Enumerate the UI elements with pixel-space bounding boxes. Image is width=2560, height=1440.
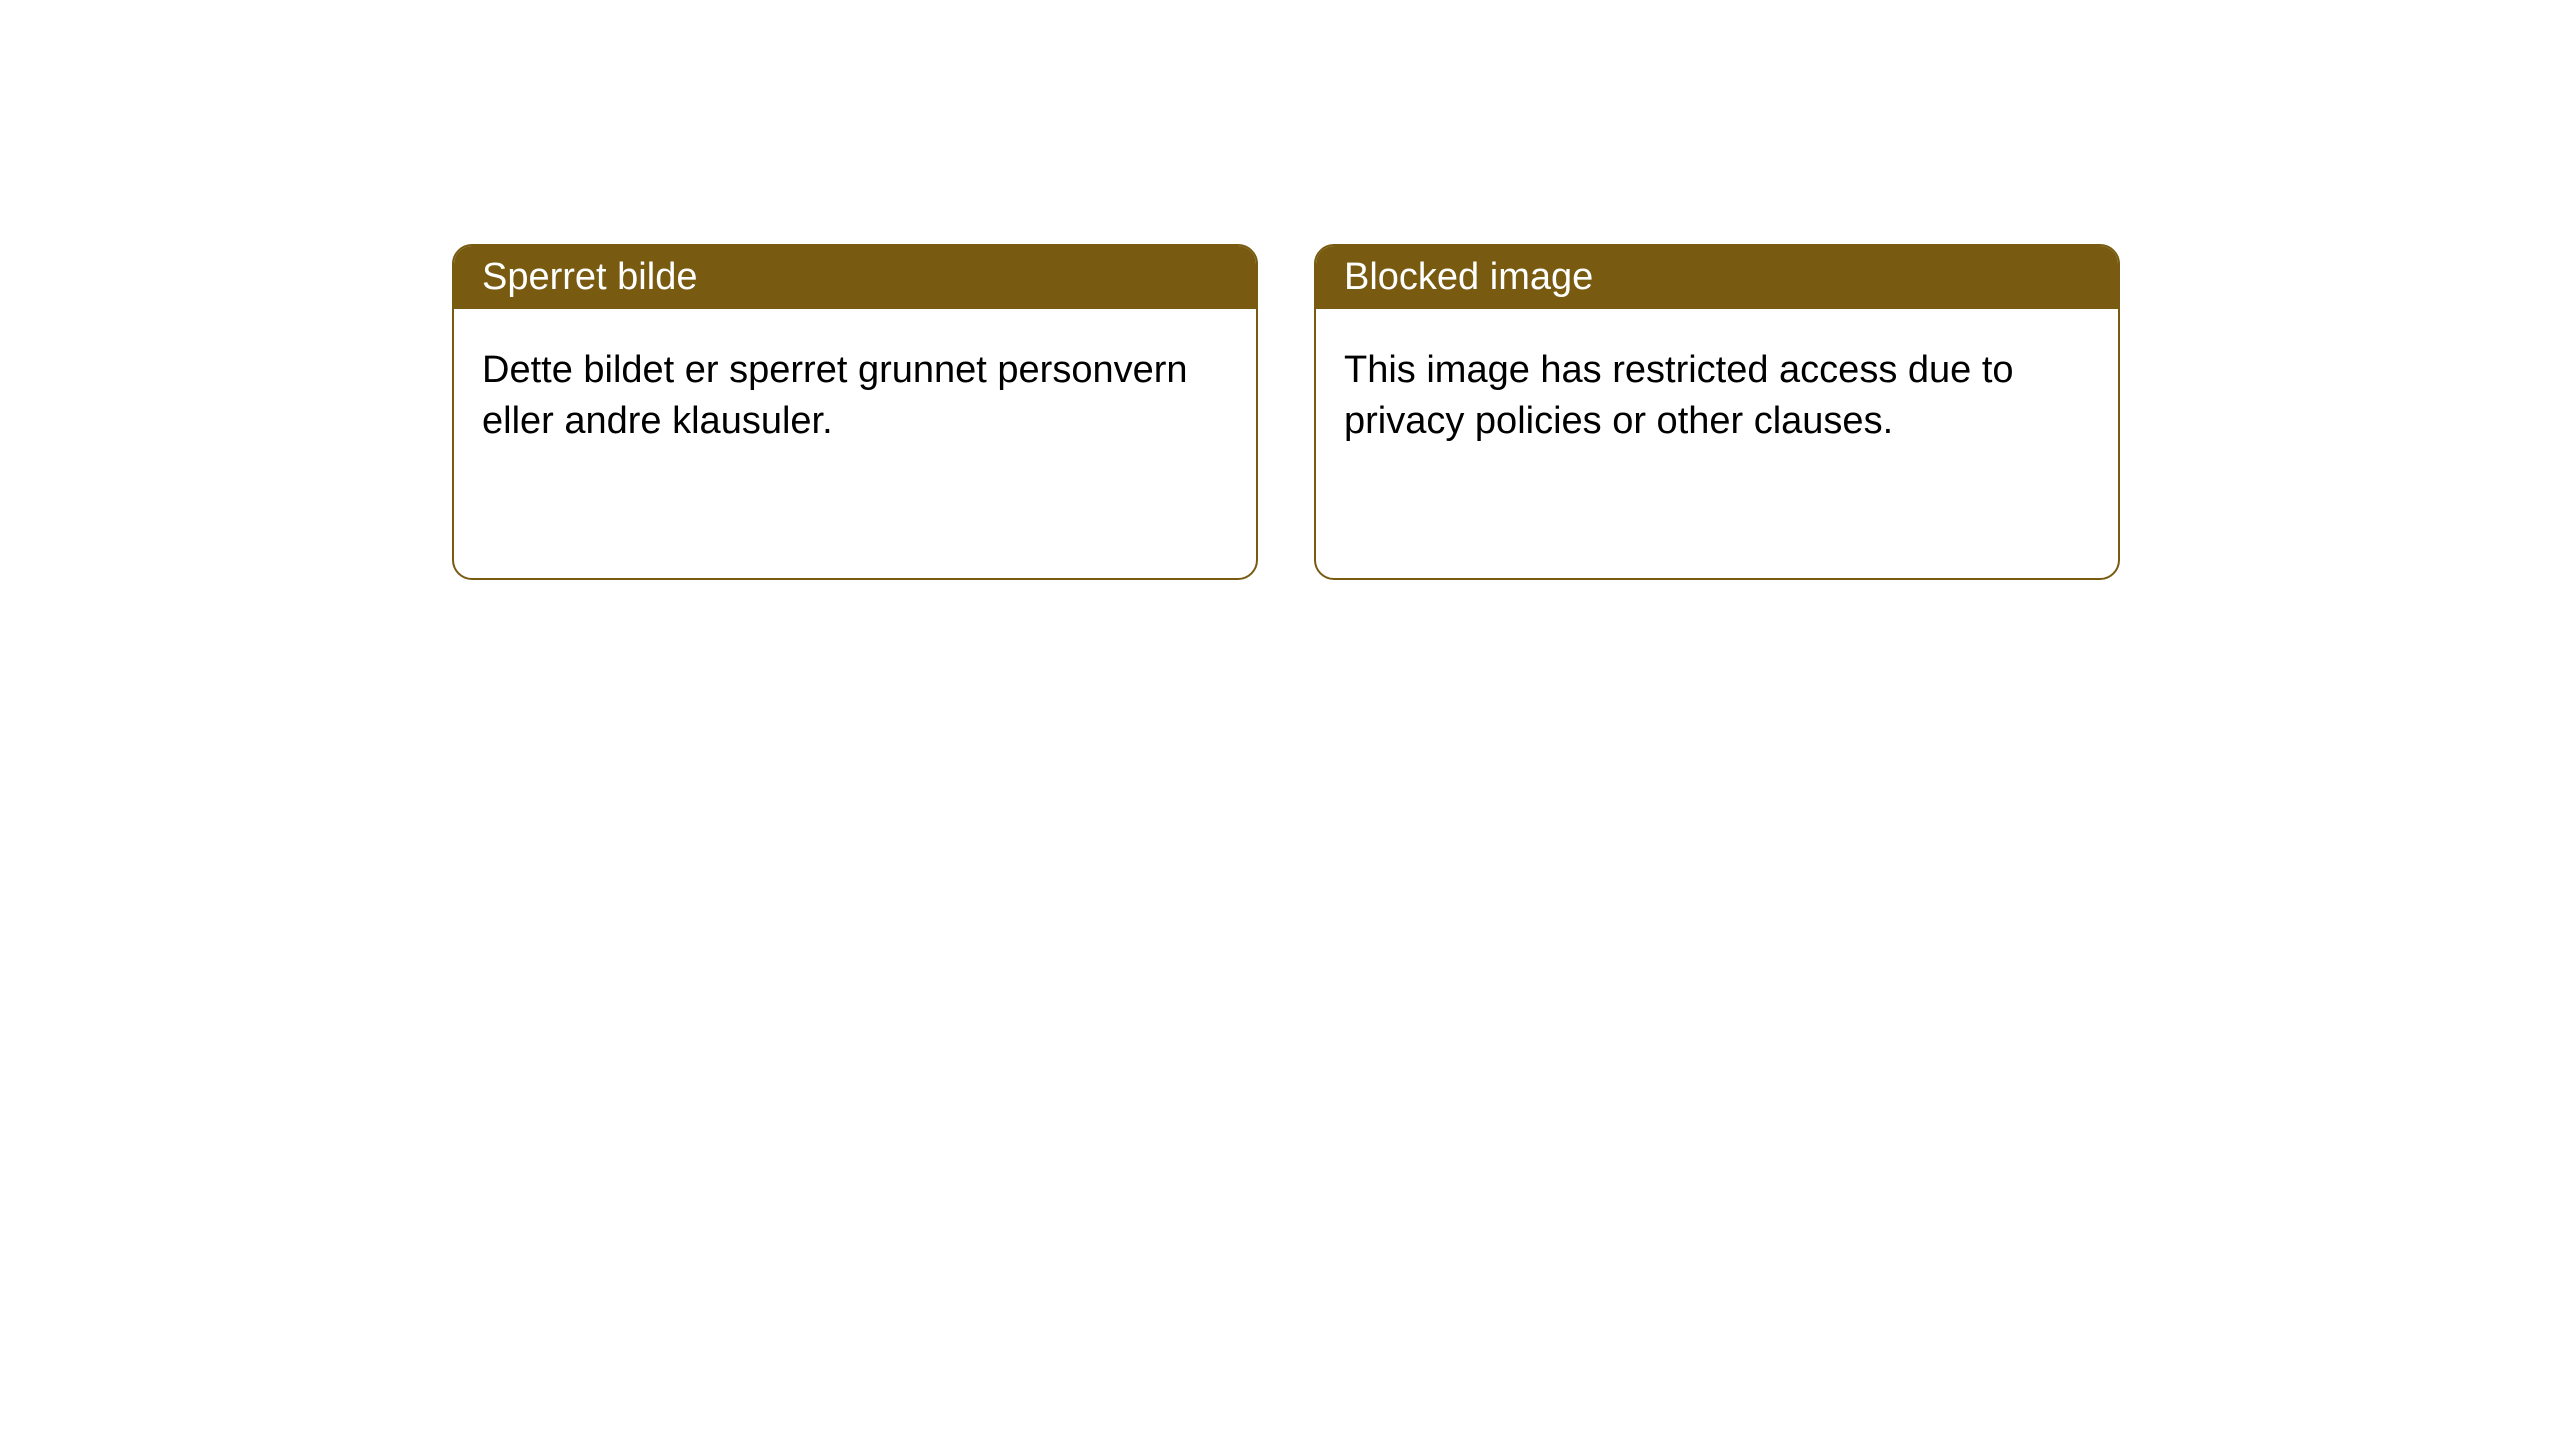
notice-body: Dette bildet er sperret grunnet personve…: [454, 309, 1256, 484]
notice-card-english: Blocked image This image has restricted …: [1314, 244, 2120, 580]
notice-container: Sperret bilde Dette bildet er sperret gr…: [452, 244, 2120, 580]
notice-title: Blocked image: [1316, 246, 2118, 309]
notice-body: This image has restricted access due to …: [1316, 309, 2118, 484]
notice-card-norwegian: Sperret bilde Dette bildet er sperret gr…: [452, 244, 1258, 580]
notice-title: Sperret bilde: [454, 246, 1256, 309]
